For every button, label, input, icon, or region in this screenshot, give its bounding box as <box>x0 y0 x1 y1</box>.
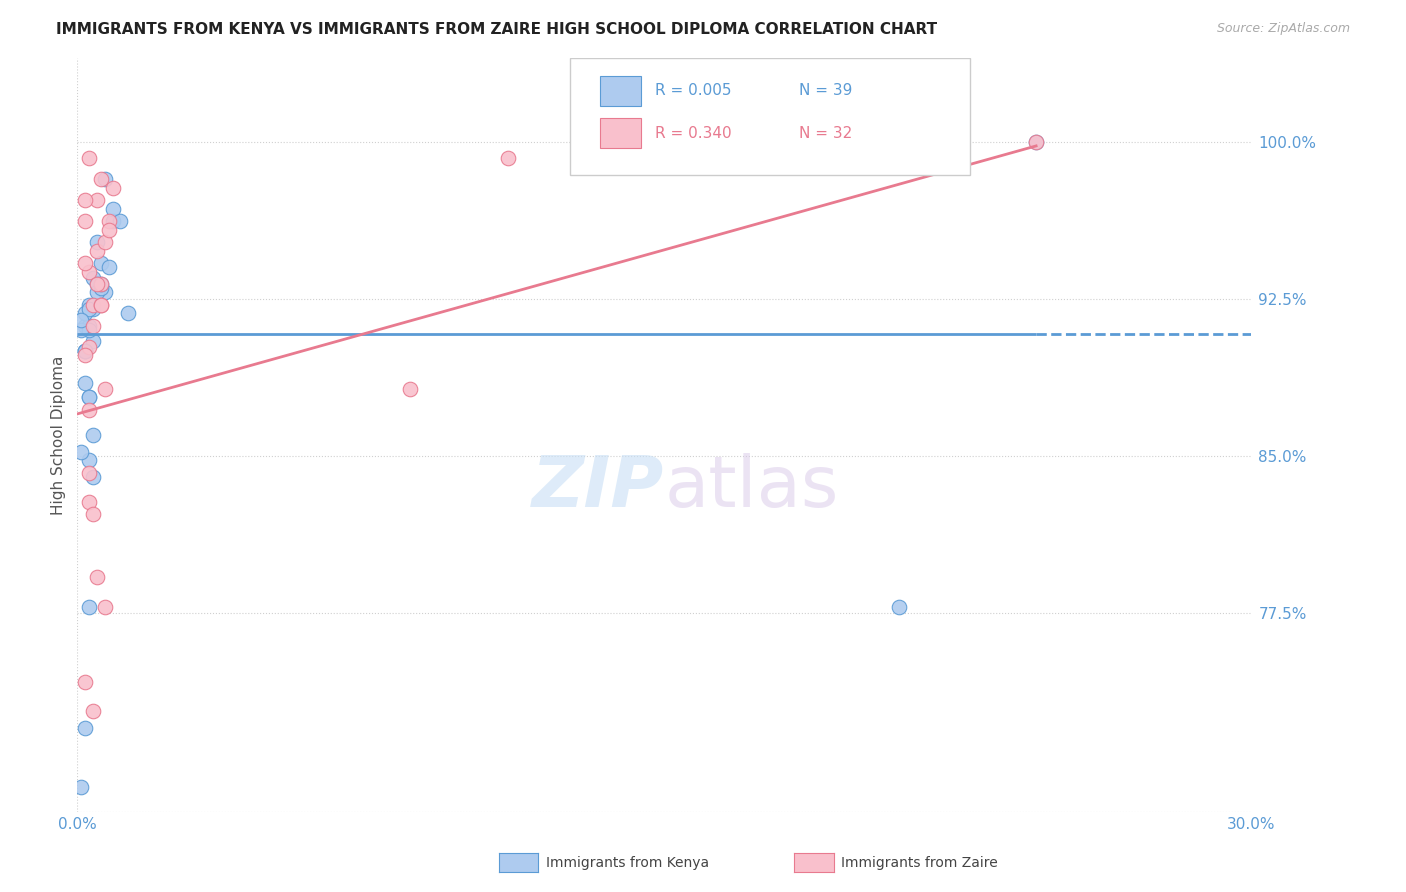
Point <box>110 214 132 228</box>
Text: Source: ZipAtlas.com: Source: ZipAtlas.com <box>1216 22 1350 36</box>
Text: Immigrants from Kenya: Immigrants from Kenya <box>546 855 709 870</box>
Point <box>77 340 100 354</box>
Point <box>1025 135 1047 149</box>
Point <box>889 599 911 614</box>
Point <box>86 277 108 292</box>
Point <box>399 382 422 396</box>
Point <box>82 704 104 718</box>
Point <box>90 256 112 270</box>
Point <box>82 428 104 442</box>
Point <box>86 570 108 584</box>
Point <box>75 306 97 320</box>
Point <box>77 390 100 404</box>
Point <box>101 202 124 216</box>
Point <box>93 599 115 614</box>
Text: N = 39: N = 39 <box>800 83 852 98</box>
Point <box>90 298 112 312</box>
Point <box>77 264 100 278</box>
Point <box>77 453 100 467</box>
Point <box>82 298 104 312</box>
Point <box>77 466 100 480</box>
Text: IMMIGRANTS FROM KENYA VS IMMIGRANTS FROM ZAIRE HIGH SCHOOL DIPLOMA CORRELATION C: IMMIGRANTS FROM KENYA VS IMMIGRANTS FROM… <box>56 22 938 37</box>
Point <box>77 318 100 333</box>
Point <box>75 344 97 359</box>
Point <box>90 277 112 292</box>
Point <box>75 214 97 228</box>
Point <box>70 780 93 794</box>
Point <box>82 334 104 348</box>
Point <box>1025 135 1047 149</box>
Point <box>77 402 100 417</box>
Point <box>77 495 100 509</box>
Point <box>86 277 108 292</box>
FancyBboxPatch shape <box>571 58 970 175</box>
Point <box>93 382 115 396</box>
Point <box>101 214 124 228</box>
Point <box>90 172 112 186</box>
FancyBboxPatch shape <box>600 76 641 106</box>
Point <box>70 444 93 458</box>
Text: Immigrants from Zaire: Immigrants from Zaire <box>841 855 997 870</box>
Point <box>70 323 93 337</box>
Point <box>117 306 139 320</box>
Point <box>86 235 108 250</box>
Point <box>82 469 104 483</box>
Text: atlas: atlas <box>665 453 839 522</box>
Point <box>75 348 97 362</box>
Point <box>75 344 97 359</box>
Point <box>77 323 100 337</box>
Point <box>82 318 104 333</box>
Point <box>77 599 100 614</box>
Text: R = 0.340: R = 0.340 <box>655 126 731 141</box>
Point <box>77 302 100 317</box>
Point <box>93 235 115 250</box>
Text: N = 32: N = 32 <box>800 126 852 141</box>
Point <box>82 508 104 522</box>
Point <box>75 256 97 270</box>
Text: R = 0.005: R = 0.005 <box>655 83 731 98</box>
Point <box>90 298 112 312</box>
Point <box>97 214 120 228</box>
Point <box>75 721 97 735</box>
Point <box>97 260 120 275</box>
Point <box>77 298 100 312</box>
Point <box>77 152 100 166</box>
Point <box>75 194 97 208</box>
Text: ZIP: ZIP <box>531 453 665 522</box>
Point <box>86 194 108 208</box>
Point <box>90 277 112 292</box>
Point <box>496 152 519 166</box>
Point <box>75 318 97 333</box>
Point <box>86 244 108 258</box>
Point <box>75 344 97 359</box>
Point <box>97 222 120 236</box>
FancyBboxPatch shape <box>600 119 641 148</box>
Point <box>75 376 97 390</box>
Point <box>93 285 115 300</box>
Point <box>90 281 112 295</box>
Point <box>82 302 104 317</box>
Point <box>93 172 115 186</box>
Point <box>77 390 100 404</box>
Point <box>70 312 93 326</box>
Point <box>101 181 124 195</box>
Point <box>82 270 104 285</box>
Point <box>75 674 97 689</box>
Y-axis label: High School Diploma: High School Diploma <box>51 355 66 515</box>
Point <box>86 285 108 300</box>
